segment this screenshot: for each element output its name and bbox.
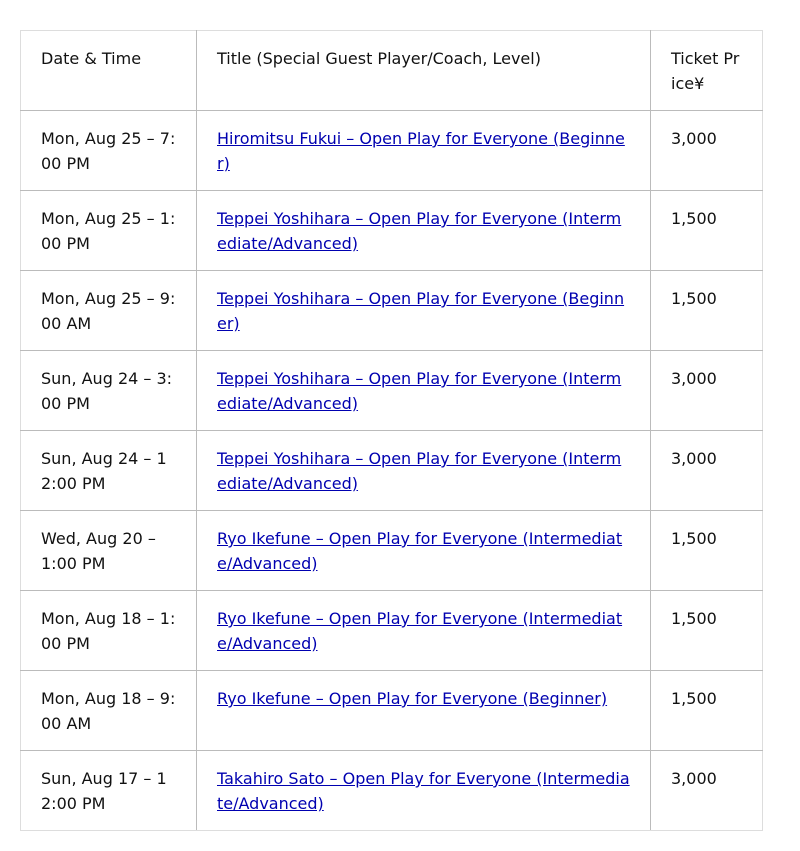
event-date-time: Sun, Aug 24 – 3:00 PM [20, 350, 197, 431]
event-ticket-price: 3,000 [650, 750, 763, 831]
event-title-link[interactable]: Teppei Yoshihara – Open Play for Everyon… [217, 209, 622, 253]
event-title-cell: Teppei Yoshihara – Open Play for Everyon… [196, 430, 651, 511]
table-row: Mon, Aug 25 – 9:00 AM Teppei Yoshihara – … [20, 270, 763, 351]
event-title-link[interactable]: Ryo Ikefune – Open Play for Everyone (In… [217, 609, 623, 653]
table-row: Wed, Aug 20 – 1:00 PM Ryo Ikefune – Open … [20, 510, 763, 591]
event-date-time: Sun, Aug 24 – 12:00 PM [20, 430, 197, 511]
event-ticket-price: 1,500 [650, 190, 763, 271]
event-date-time: Mon, Aug 18 – 1:00 PM [20, 590, 197, 671]
table-row: Mon, Aug 18 – 1:00 PM Ryo Ikefune – Open … [20, 590, 763, 671]
events-table: Date & Time Title (Special Guest Player/… [20, 30, 763, 831]
event-date-time: Mon, Aug 25 – 1:00 PM [20, 190, 197, 271]
table-header-row: Date & Time Title (Special Guest Player/… [20, 30, 763, 111]
event-date-time: Mon, Aug 18 – 9:00 AM [20, 670, 197, 751]
event-ticket-price: 1,500 [650, 510, 763, 591]
event-date-time: Wed, Aug 20 – 1:00 PM [20, 510, 197, 591]
event-ticket-price: 3,000 [650, 430, 763, 511]
event-date-time: Mon, Aug 25 – 7:00 PM [20, 110, 197, 191]
event-title-cell: Ryo Ikefune – Open Play for Everyone (In… [196, 590, 651, 671]
event-ticket-price: 3,000 [650, 350, 763, 431]
header-title: Title (Special Guest Player/Coach, Level… [196, 30, 651, 111]
table-row: Mon, Aug 25 – 7:00 PM Hiromitsu Fukui – O… [20, 110, 763, 191]
event-date-time: Sun, Aug 17 – 12:00 PM [20, 750, 197, 831]
event-title-link[interactable]: Takahiro Sato – Open Play for Everyone (… [217, 769, 630, 813]
table-row: Sun, Aug 24 – 3:00 PM Teppei Yoshihara – … [20, 350, 763, 431]
event-ticket-price: 3,000 [650, 110, 763, 191]
header-ticket-price: Ticket Price¥ [650, 30, 763, 111]
event-title-cell: Teppei Yoshihara – Open Play for Everyon… [196, 270, 651, 351]
event-date-time: Mon, Aug 25 – 9:00 AM [20, 270, 197, 351]
event-title-link[interactable]: Teppei Yoshihara – Open Play for Everyon… [217, 369, 622, 413]
event-title-cell: Teppei Yoshihara – Open Play for Everyon… [196, 350, 651, 431]
event-title-link[interactable]: Teppei Yoshihara – Open Play for Everyon… [217, 449, 622, 493]
event-title-link[interactable]: Teppei Yoshihara – Open Play for Everyon… [217, 289, 625, 333]
event-ticket-price: 1,500 [650, 590, 763, 671]
event-title-cell: Ryo Ikefune – Open Play for Everyone (Be… [196, 670, 651, 751]
table-row: Mon, Aug 18 – 9:00 AM Ryo Ikefune – Open … [20, 670, 763, 751]
event-ticket-price: 1,500 [650, 670, 763, 751]
event-title-link[interactable]: Hiromitsu Fukui – Open Play for Everyone… [217, 129, 625, 173]
event-title-cell: Teppei Yoshihara – Open Play for Everyon… [196, 190, 651, 271]
table-row: Sun, Aug 17 – 12:00 PM Takahiro Sato – Op… [20, 750, 763, 831]
table-row: Sun, Aug 24 – 12:00 PM Teppei Yoshihara –… [20, 430, 763, 511]
event-title-link[interactable]: Ryo Ikefune – Open Play for Everyone (In… [217, 529, 623, 573]
event-title-cell: Ryo Ikefune – Open Play for Everyone (In… [196, 510, 651, 591]
header-date-time: Date & Time [20, 30, 197, 111]
table-row: Mon, Aug 25 – 1:00 PM Teppei Yoshihara – … [20, 190, 763, 271]
event-title-cell: Takahiro Sato – Open Play for Everyone (… [196, 750, 651, 831]
event-title-cell: Hiromitsu Fukui – Open Play for Everyone… [196, 110, 651, 191]
event-ticket-price: 1,500 [650, 270, 763, 351]
event-title-link[interactable]: Ryo Ikefune – Open Play for Everyone (Be… [217, 689, 608, 708]
